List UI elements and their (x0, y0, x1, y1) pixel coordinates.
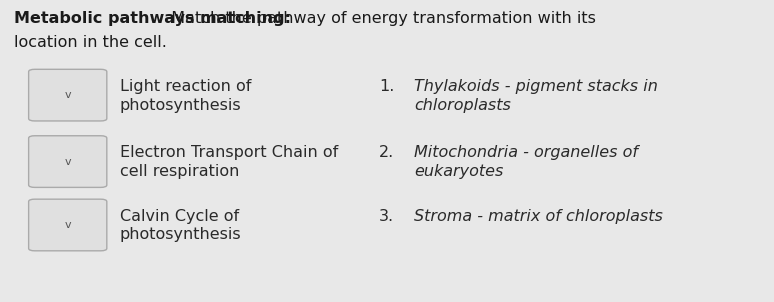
Text: v: v (64, 156, 71, 167)
Text: location in the cell.: location in the cell. (14, 35, 167, 50)
Text: Stroma - matrix of chloroplasts: Stroma - matrix of chloroplasts (414, 209, 663, 223)
Text: Match the pathway of energy transformation with its: Match the pathway of energy transformati… (161, 11, 596, 26)
Text: chloroplasts: chloroplasts (414, 98, 511, 113)
Text: cell respiration: cell respiration (120, 164, 239, 179)
Text: Mitochondria - organelles of: Mitochondria - organelles of (414, 145, 638, 160)
Text: Electron Transport Chain of: Electron Transport Chain of (120, 145, 338, 160)
FancyBboxPatch shape (29, 69, 107, 121)
Text: photosynthesis: photosynthesis (120, 227, 241, 243)
Text: Metabolic pathways matching:: Metabolic pathways matching: (14, 11, 291, 26)
Text: eukaryotes: eukaryotes (414, 164, 503, 179)
Text: Calvin Cycle of: Calvin Cycle of (120, 209, 239, 223)
Text: v: v (64, 220, 71, 230)
Text: 1.: 1. (379, 79, 395, 94)
Text: 2.: 2. (379, 145, 395, 160)
Text: Light reaction of: Light reaction of (120, 79, 252, 94)
Text: v: v (64, 90, 71, 100)
FancyBboxPatch shape (29, 136, 107, 187)
Text: photosynthesis: photosynthesis (120, 98, 241, 113)
Text: Thylakoids - pigment stacks in: Thylakoids - pigment stacks in (414, 79, 658, 94)
FancyBboxPatch shape (29, 199, 107, 251)
Text: 3.: 3. (379, 209, 395, 223)
